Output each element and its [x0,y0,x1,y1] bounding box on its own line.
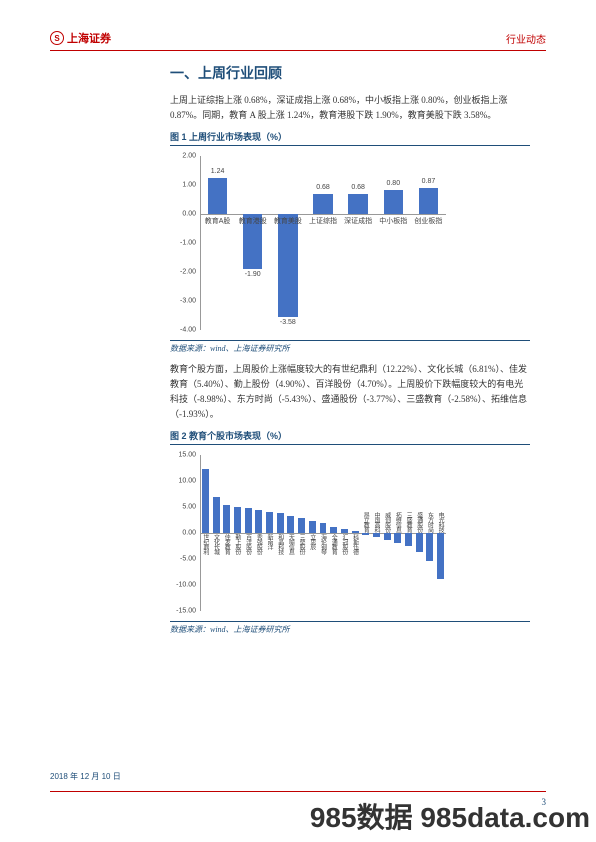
logo-text: 上海证券 [67,30,111,46]
main-content: 一、上周行业回顾 上周上证综指上涨 0.68%，深证成指上涨 0.68%，中小板… [170,63,530,635]
logo: S 上海证券 [50,30,111,46]
footer-date: 2018 年 12 月 10 日 [50,771,121,782]
doc-type: 行业动态 [506,31,546,46]
section-title: 一、上周行业回顾 [170,63,530,83]
chart2: -15.00-10.00-5.000.005.0010.0015.00世纪鼎利文… [170,447,450,617]
logo-icon: S [50,31,64,45]
paragraph-2: 教育个股方面，上周股价上涨幅度较大的有世纪鼎利（12.22%）、文化长城（6.8… [170,362,530,423]
chart1-source: 数据来源：wind、上海证券研究所 [170,340,530,354]
watermark: 985数据 985data.com [310,796,590,836]
chart1-title: 图 1 上周行业市场表现（%） [170,130,530,146]
chart2-title: 图 2 教育个股市场表现（%） [170,429,530,445]
chart1: -4.00-3.00-2.00-1.000.001.002.001.24教育A股… [170,148,450,338]
page-header: S 上海证券 行业动态 [50,30,546,51]
paragraph-1: 上周上证综指上涨 0.68%，深证成指上涨 0.68%，中小板指上涨 0.80%… [170,93,530,124]
footer-line [50,791,546,792]
chart2-source: 数据来源：wind、上海证券研究所 [170,621,530,635]
